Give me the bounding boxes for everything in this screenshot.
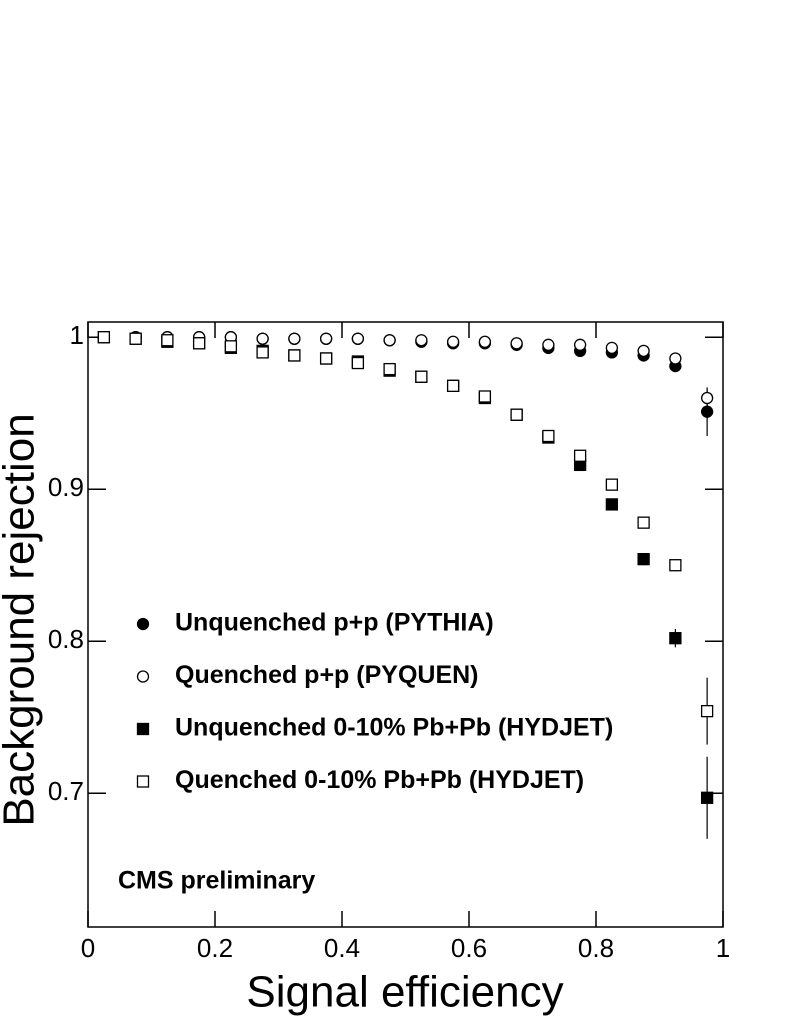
x-tick-label: 1 bbox=[716, 933, 730, 963]
point bbox=[605, 478, 619, 491]
point bbox=[319, 352, 333, 365]
legend-label: Quenched p+p (PYQUEN) bbox=[175, 661, 479, 689]
point bbox=[637, 516, 650, 529]
point bbox=[288, 332, 301, 345]
point bbox=[605, 498, 619, 511]
point bbox=[478, 335, 492, 348]
legend-label: Unquenched 0-10% Pb+Pb (HYDJET) bbox=[175, 714, 613, 742]
point bbox=[700, 405, 714, 418]
point bbox=[415, 370, 428, 383]
y-tick-label: 0.8 bbox=[48, 624, 84, 654]
point bbox=[573, 338, 587, 351]
point bbox=[542, 429, 555, 443]
legend-marker bbox=[136, 670, 150, 683]
point bbox=[573, 449, 587, 462]
point bbox=[669, 559, 682, 572]
point bbox=[351, 332, 365, 345]
point bbox=[700, 704, 714, 718]
x-tick-label: 0.4 bbox=[324, 933, 360, 963]
point bbox=[510, 408, 523, 421]
y-tick-label: 0.9 bbox=[48, 472, 84, 502]
x-tick-label: 0.6 bbox=[451, 933, 487, 963]
point bbox=[97, 331, 111, 344]
point bbox=[351, 356, 365, 370]
point bbox=[446, 379, 460, 392]
point bbox=[542, 338, 555, 351]
y-axis-label: Background rejection bbox=[0, 413, 44, 826]
point bbox=[256, 332, 269, 345]
point bbox=[161, 334, 174, 347]
x-tick-label: 0.8 bbox=[578, 933, 614, 963]
point bbox=[256, 346, 269, 359]
annotation: CMS preliminary bbox=[118, 867, 315, 895]
x-tick-label: 0.2 bbox=[197, 933, 233, 963]
legend-marker bbox=[136, 775, 150, 788]
legend-label: Quenched 0-10% Pb+Pb (HYDJET) bbox=[175, 766, 584, 794]
legend-marker bbox=[136, 722, 150, 736]
legend-marker bbox=[136, 617, 150, 631]
y-tick-label: 0.7 bbox=[48, 776, 84, 806]
point bbox=[383, 334, 396, 347]
x-axis-label: Signal efficiency bbox=[246, 968, 563, 1017]
plot-frame bbox=[87, 321, 724, 928]
point bbox=[288, 349, 301, 362]
point bbox=[669, 632, 682, 645]
x-tick-label: 0 bbox=[81, 933, 95, 963]
point bbox=[129, 332, 142, 345]
point bbox=[669, 352, 682, 365]
point bbox=[510, 337, 523, 350]
point bbox=[637, 552, 650, 566]
point bbox=[383, 362, 396, 376]
point bbox=[192, 337, 206, 350]
point bbox=[478, 390, 492, 403]
point bbox=[637, 344, 650, 358]
point bbox=[700, 391, 714, 405]
point bbox=[415, 334, 428, 347]
point bbox=[446, 335, 460, 348]
y-tick-label: 1 bbox=[70, 320, 84, 350]
point bbox=[605, 341, 619, 354]
legend-label: Unquenched p+p (PYTHIA) bbox=[175, 609, 494, 637]
point bbox=[700, 791, 714, 804]
point bbox=[224, 340, 238, 353]
point bbox=[319, 332, 333, 345]
